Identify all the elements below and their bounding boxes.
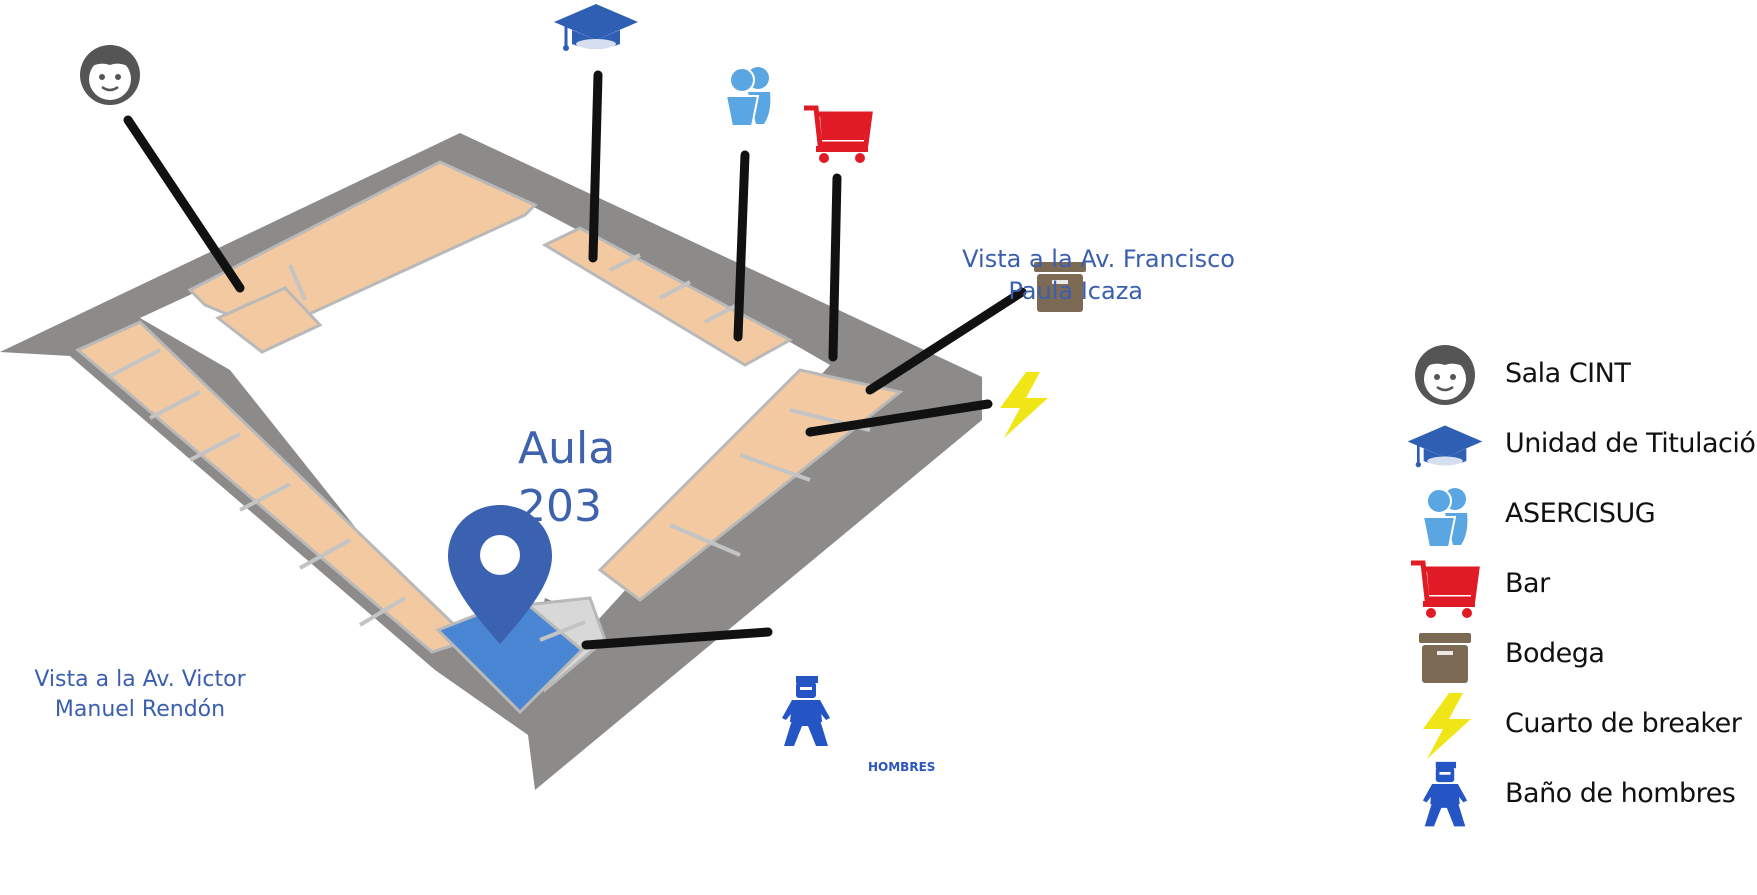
legend-label: Baño de hombres bbox=[1505, 778, 1736, 809]
legend-label: Sala CINT bbox=[1505, 358, 1631, 389]
view-label-line: Vista a la Av. Francisco bbox=[962, 245, 1235, 273]
north-annex-floor bbox=[215, 286, 323, 354]
face-icon bbox=[78, 43, 142, 107]
legend-label: Cuarto de breaker bbox=[1505, 708, 1742, 739]
people-icon bbox=[725, 66, 772, 127]
people-icon bbox=[1422, 487, 1469, 548]
leader-lines bbox=[123, 70, 1027, 650]
box-icon bbox=[1419, 633, 1471, 683]
view-label-francisco-paula-icaza: Vista a la Av. Francisco Paula Icaza bbox=[955, 243, 1235, 307]
legend-item-cuarto-de-breaker: Cuarto de breaker bbox=[1405, 690, 1757, 760]
graduation-cap-icon bbox=[1406, 424, 1484, 469]
north-wing-floor bbox=[187, 160, 538, 334]
worker-icon bbox=[1422, 761, 1468, 827]
legend-item-sala-cint: Sala CINT bbox=[1405, 340, 1757, 410]
room-label-line: Aula bbox=[518, 423, 616, 474]
shopping-cart-icon bbox=[804, 108, 870, 163]
lightning-icon bbox=[1423, 693, 1471, 759]
face-icon bbox=[1413, 343, 1477, 407]
legend-item-bar: Bar bbox=[1405, 550, 1757, 620]
legend-label: Bar bbox=[1505, 568, 1550, 599]
location-pin-icon bbox=[448, 505, 552, 644]
view-label-line: Paula Icaza bbox=[1008, 277, 1143, 305]
legend-label: ASERCISUG bbox=[1505, 498, 1656, 529]
legend-item-asercisug: ASERCISUG bbox=[1405, 480, 1757, 550]
east-north-wing-floor bbox=[541, 226, 794, 367]
view-label-victor-manuel-rendon: Vista a la Av. Victor Manuel Rendón bbox=[30, 665, 250, 725]
graduation-cap-icon bbox=[552, 2, 640, 53]
view-label-line: Vista a la Av. Victor bbox=[34, 667, 246, 692]
legend-item-bodega: Bodega bbox=[1405, 620, 1757, 690]
shopping-cart-icon bbox=[1405, 550, 1485, 620]
restroom-tag: HOMBRES bbox=[868, 760, 936, 774]
room-dividers bbox=[109, 253, 871, 642]
worker-icon bbox=[782, 676, 830, 746]
view-label-line: Manuel Rendón bbox=[54, 697, 226, 722]
room-label: Aula 203 bbox=[518, 420, 615, 536]
legend-item-unidad-de-titulacion: Unidad de Titulación bbox=[1405, 410, 1757, 480]
lightning-icon bbox=[1000, 372, 1048, 438]
legend-item-bano-de-hombres: Baño de hombres bbox=[1405, 760, 1757, 830]
legend-label: Bodega bbox=[1505, 638, 1605, 669]
legend-label: Unidad de Titulación bbox=[1505, 428, 1757, 459]
room-label-line: 203 bbox=[518, 481, 602, 532]
